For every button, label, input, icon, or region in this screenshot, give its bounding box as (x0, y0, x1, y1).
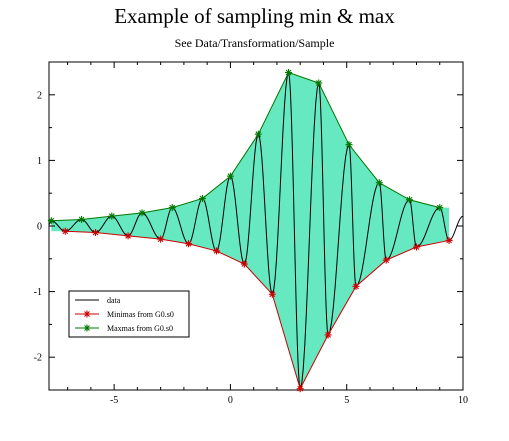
maxmas-point (375, 179, 383, 187)
star-stroke (84, 325, 90, 331)
minimas-point (240, 260, 248, 268)
maxmas-point (138, 209, 146, 217)
legend-swatch-star (83, 324, 91, 332)
maxmas-point (47, 217, 55, 225)
maxmas-point (199, 194, 207, 202)
star-stroke (48, 217, 55, 224)
star-stroke (169, 204, 176, 211)
maxmas-point (345, 141, 353, 149)
minimas-series-line (65, 230, 450, 391)
star-stroke (406, 196, 413, 203)
chart-subtitle: See Data/Transformation/Sample (174, 36, 335, 50)
star-stroke (446, 237, 452, 244)
minimas-point (124, 232, 132, 240)
minimas-point (212, 247, 220, 255)
star-stroke (255, 131, 262, 138)
legend-swatch-star (83, 310, 91, 318)
x-tick-label: -5 (110, 395, 118, 406)
star-stroke (62, 228, 69, 235)
star-stroke (269, 291, 276, 298)
minimas-point (382, 256, 390, 264)
minimas-point (352, 282, 360, 290)
legend-label: Maxmas from G0.s0 (107, 324, 173, 333)
envelope-fill (51, 72, 450, 389)
y-tick-label: -2 (34, 353, 42, 364)
y-tick-label: 2 (37, 90, 42, 101)
maxmas-point (108, 212, 116, 220)
star-stroke (297, 385, 304, 392)
star-stroke (346, 141, 352, 148)
minimas-point (296, 385, 304, 393)
star-stroke (436, 204, 443, 211)
star-stroke (108, 213, 115, 220)
data-series-line (48, 70, 464, 389)
star-stroke (185, 240, 192, 247)
maxmas-point (285, 68, 293, 76)
legend-label: Minimas from G0.s0 (107, 310, 174, 319)
star-stroke (139, 210, 145, 216)
maxmas-series-line (51, 71, 440, 222)
minimas-point (268, 290, 276, 298)
star-stroke (383, 257, 390, 263)
star-stroke (353, 283, 359, 290)
star-stroke (325, 332, 331, 338)
star-stroke (213, 248, 220, 254)
star-stroke (92, 229, 99, 236)
legend-label: data (107, 296, 121, 305)
maxmas-point (315, 79, 323, 87)
minimas-point (92, 229, 100, 237)
minimas-point (324, 331, 332, 339)
minimas-point (61, 227, 69, 235)
maxmas-point (254, 130, 262, 138)
star-stroke (84, 311, 90, 317)
star-stroke (125, 232, 131, 239)
x-tick-label: 5 (344, 395, 349, 406)
minimas-point (445, 236, 453, 244)
maxmas-point (78, 215, 86, 223)
maxmas-point (226, 172, 234, 180)
star-stroke (78, 216, 85, 223)
star-stroke (157, 236, 164, 242)
minimas-point (412, 243, 420, 251)
star-stroke (227, 173, 234, 180)
minimas-point (185, 240, 193, 248)
star-stroke (285, 69, 292, 76)
x-tick-label: 10 (458, 395, 468, 406)
star-stroke (199, 195, 206, 202)
star-stroke (413, 244, 420, 250)
star-stroke (315, 80, 322, 86)
maxmas-point (436, 204, 444, 212)
y-tick-label: -1 (34, 287, 42, 298)
y-tick-label: 0 (37, 222, 42, 233)
y-tick-label: 1 (37, 156, 42, 167)
star-stroke (241, 261, 248, 267)
x-tick-label: 0 (228, 395, 233, 406)
minimas-point (157, 235, 165, 243)
star-stroke (376, 179, 383, 186)
maxmas-point (406, 196, 414, 204)
chart-title: Example of sampling min & max (114, 4, 395, 28)
maxmas-point (168, 204, 176, 212)
